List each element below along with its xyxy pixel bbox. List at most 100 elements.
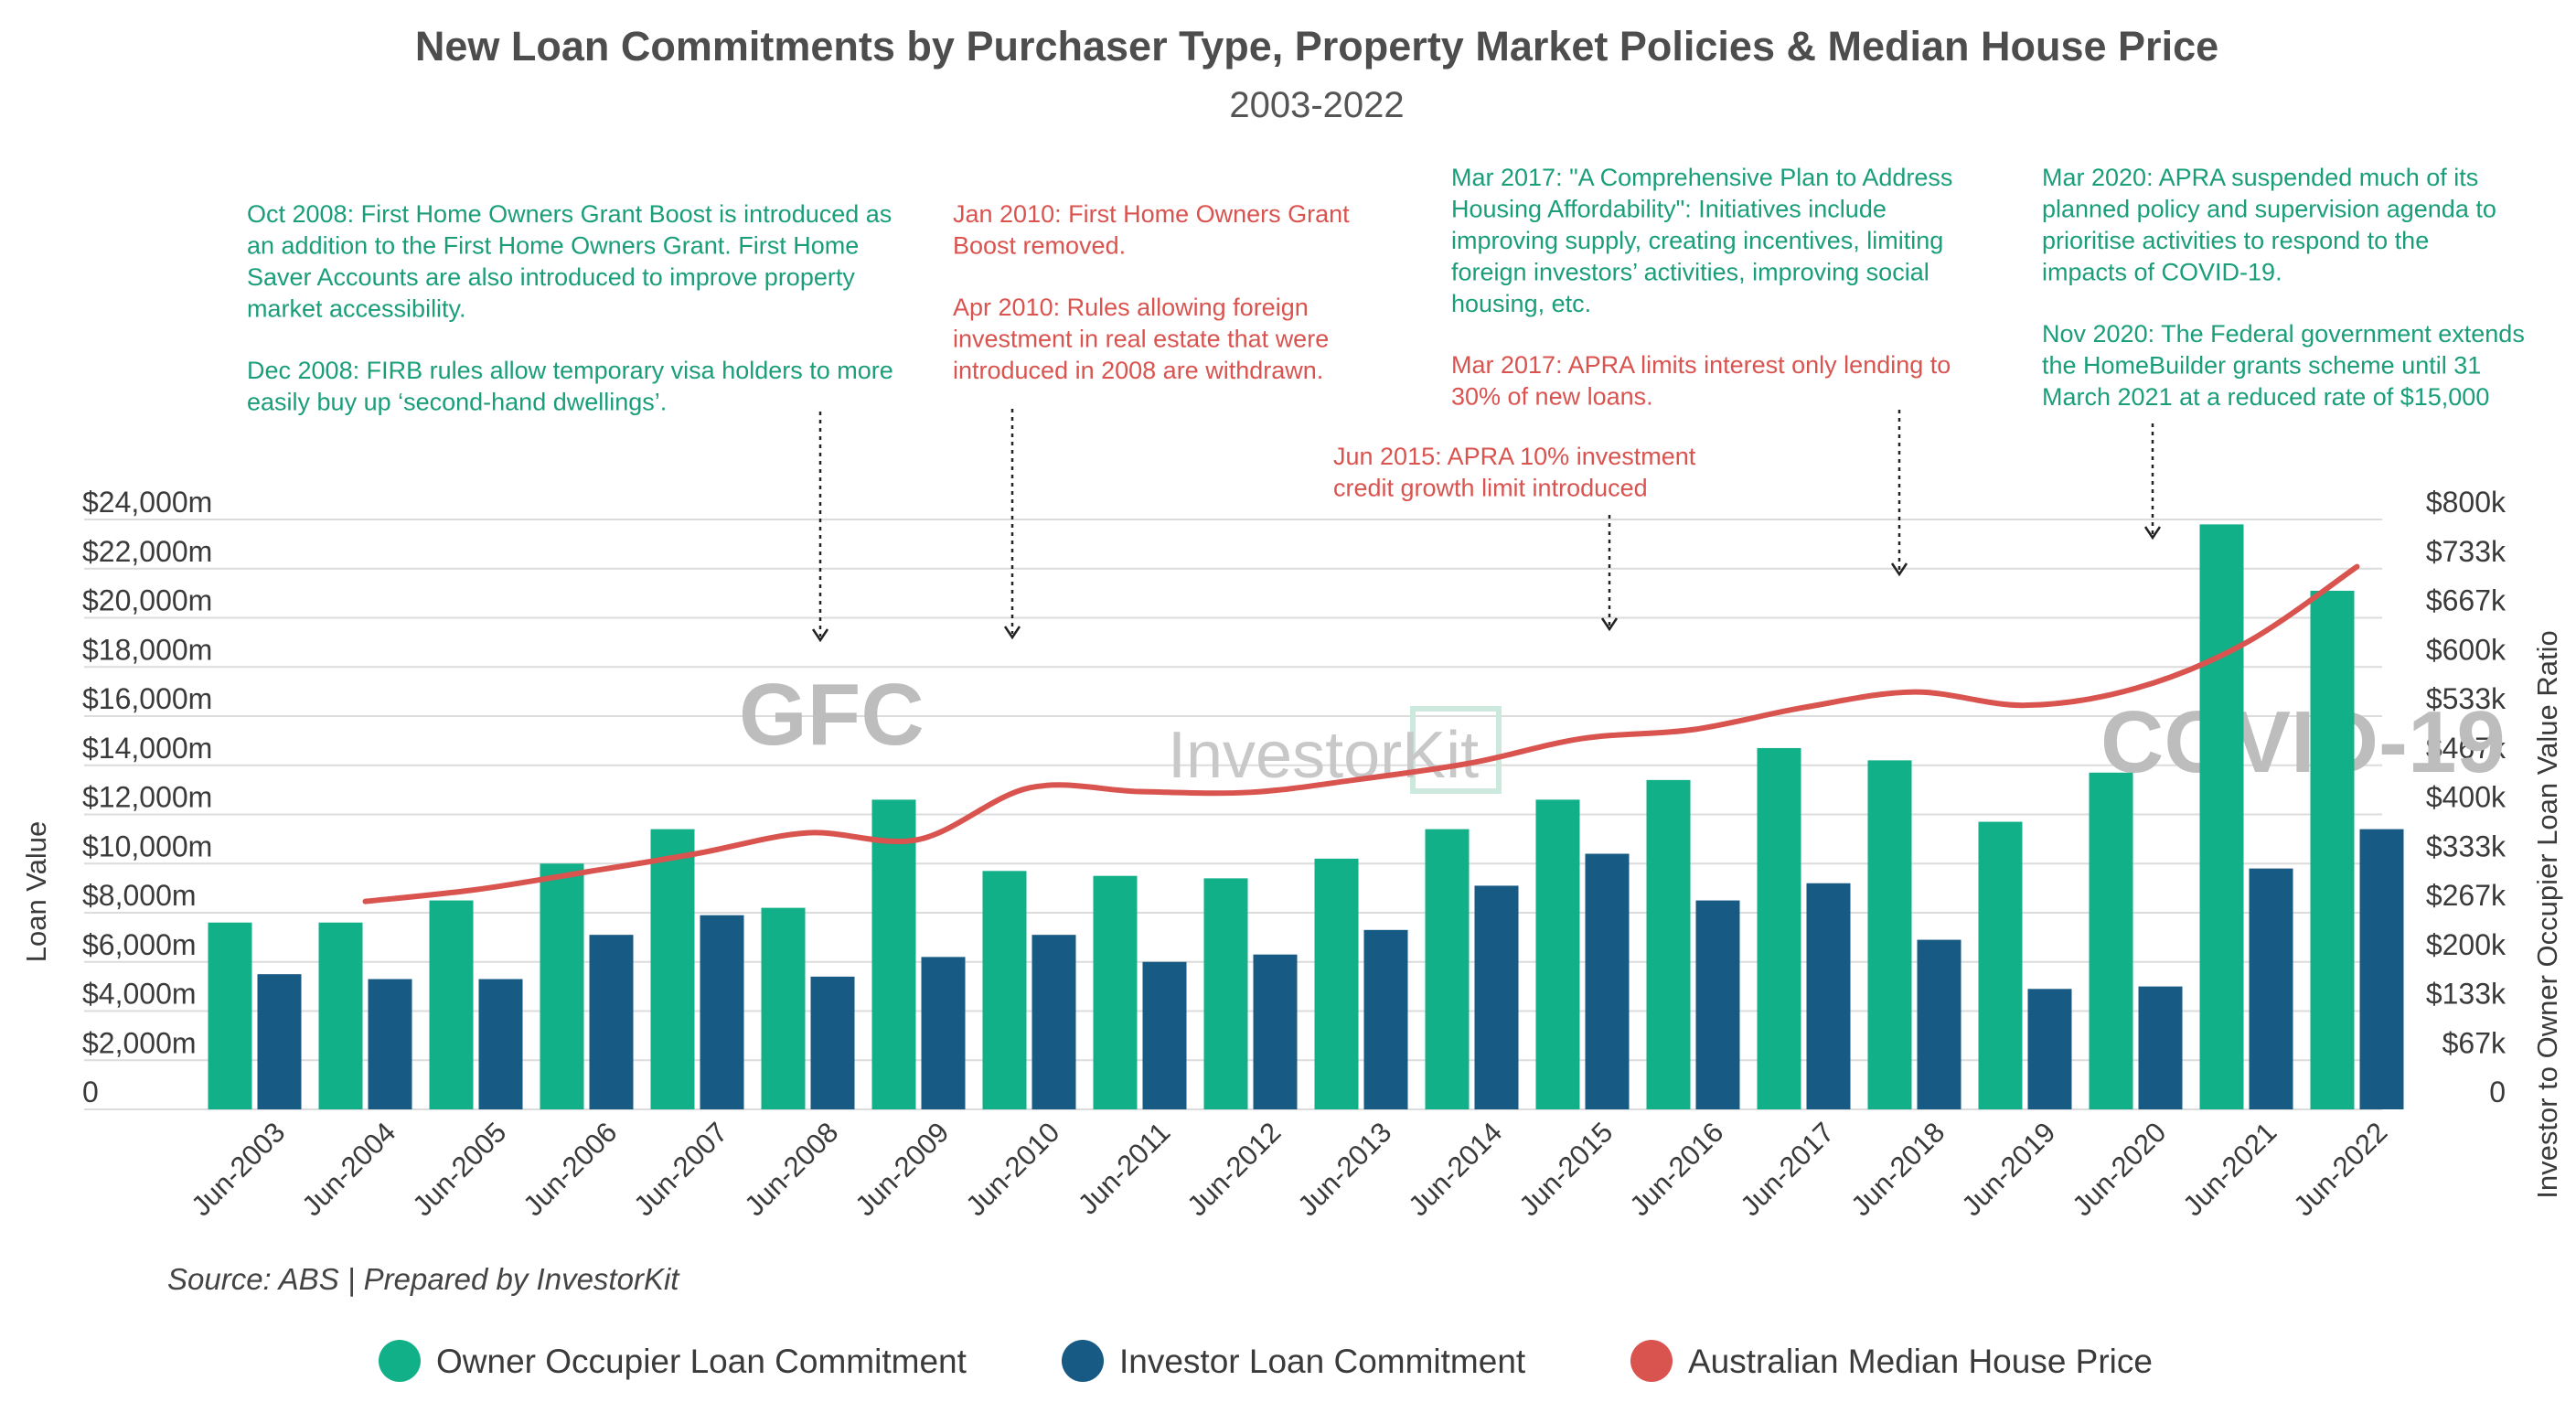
annotation-line: Housing Affordability": Initiatives incl… — [1451, 196, 1887, 223]
x-tick-label: Jun-2020 — [2066, 1116, 2172, 1222]
y-tick-label: $22,000m — [82, 535, 212, 568]
x-tick-label: Jun-2011 — [1072, 1116, 1177, 1221]
annotation-line: Jun 2015: APRA 10% investment — [1333, 443, 1696, 470]
owner-occupier-bar — [982, 871, 1027, 1109]
legend-marker-icon — [379, 1340, 421, 1382]
y-tick-label: $4,000m — [82, 978, 197, 1011]
annotation-line: the HomeBuilder grants scheme until 31 — [2042, 351, 2481, 379]
legend-marker-icon — [1630, 1340, 1673, 1382]
investor-bar — [2249, 868, 2293, 1109]
watermark-text: InvestorKit — [1168, 719, 1479, 792]
legend-label: Owner Occupier Loan Commitment — [436, 1343, 967, 1380]
owner-occupier-bar — [871, 799, 916, 1109]
y2-tick-label: $267k — [2426, 879, 2507, 912]
y2-tick-label: 0 — [2489, 1076, 2506, 1108]
investor-bar — [589, 935, 634, 1109]
owner-occupier-bar — [1203, 878, 1248, 1109]
annotation-text: Mar 2017: APRA limits interest only lend… — [1451, 351, 1951, 411]
annotation-line: market accessibility. — [247, 295, 466, 323]
investor-bar — [1917, 939, 1961, 1109]
owner-occupier-bar — [1757, 747, 1801, 1109]
annotation-line: investment in real estate that were — [953, 325, 1329, 352]
y2-tick-label: $733k — [2426, 535, 2507, 568]
x-tick-label: Jun-2006 — [517, 1116, 623, 1222]
x-tick-label: Jun-2014 — [1402, 1116, 1508, 1222]
annotation-line: foreign investors’ activities, improving… — [1451, 259, 1929, 286]
owner-occupier-bar — [1978, 821, 2023, 1109]
annotation-line: improving supply, creating incentives, l… — [1451, 227, 1943, 254]
y2-tick-label: $133k — [2426, 978, 2507, 1011]
arrow-head-icon — [1890, 562, 1908, 577]
investor-bar — [1363, 929, 1408, 1109]
owner-occupier-bar — [1867, 760, 1912, 1109]
y-tick-label: $10,000m — [82, 830, 212, 862]
y-tick-label: $18,000m — [82, 633, 212, 666]
y-tick-label: $2,000m — [82, 1026, 197, 1059]
x-tick-label: Jun-2022 — [2287, 1116, 2393, 1222]
owner-occupier-bar — [1425, 829, 1470, 1109]
owner-occupier-bar — [1535, 799, 1580, 1109]
investor-bar — [1585, 853, 1630, 1109]
investor-bar — [1474, 885, 1519, 1109]
investor-bar — [1142, 961, 1187, 1109]
x-axis-ticks: Jun-2003 Jun-2004 Jun-2005 Jun-2006 Jun-2007… — [185, 1116, 2393, 1222]
annotation-line: prioritise activities to respond to the — [2042, 227, 2429, 254]
annotation-line: Boost removed. — [953, 232, 1126, 260]
investor-bar — [2027, 989, 2072, 1109]
x-tick-label: Jun-2005 — [406, 1116, 512, 1222]
investorkit-watermark: InvestorKit — [1168, 706, 1502, 794]
owner-occupier-bar — [1646, 779, 1691, 1109]
annotation-line: easily buy up ‘second-hand dwellings’. — [247, 388, 667, 415]
investor-bar — [1806, 883, 1851, 1109]
median-price-line-path — [362, 563, 2360, 905]
annotation-line: Mar 2017: "A Comprehensive Plan to Addre… — [1451, 164, 1952, 191]
investor-bar — [700, 915, 744, 1109]
chart-title: New Loan Commitments by Purchaser Type, … — [415, 23, 2218, 70]
y-tick-label: $24,000m — [82, 486, 212, 519]
investor-bar — [2138, 986, 2183, 1109]
legend: Owner Occupier Loan Commitment Investor L… — [379, 1340, 2153, 1382]
y-axis-ticks: 0 $2,000m $4,000m $6,000m $8,000m $10,000m $12… — [82, 486, 212, 1108]
investor-bar — [478, 979, 523, 1109]
y-tick-label: 0 — [82, 1076, 99, 1108]
annotation-line: Mar 2017: APRA limits interest only lend… — [1451, 351, 1951, 379]
investor-bar — [257, 974, 302, 1109]
y2-axis-ticks: 0 $67k $133k $200k $267k $333k $400k $467k $533k… — [2426, 486, 2507, 1108]
owner-occupier-bar — [429, 900, 474, 1109]
x-tick-label: Jun-2013 — [1291, 1116, 1397, 1222]
arrow-head-icon — [1003, 626, 1021, 640]
watermark-box-icon — [1410, 706, 1502, 794]
x-tick-label: Jun-2004 — [295, 1116, 401, 1222]
bars — [208, 524, 2404, 1109]
gfc-label: GFC — [739, 666, 925, 764]
annotation-line: an addition to the First Home Owners Gra… — [247, 232, 859, 260]
annotation-line: Jan 2010: First Home Owners Grant — [953, 200, 1350, 228]
legend-marker-icon — [1062, 1340, 1104, 1382]
owner-occupier-bar — [761, 907, 806, 1109]
y-axis-label: Loan Value — [20, 821, 52, 963]
owner-occupier-bar — [2310, 590, 2355, 1109]
y2-axis-label: Investor to Owner Occupier Loan Value Ra… — [2531, 630, 2563, 1198]
source-note: Source: ABS | Prepared by InvestorKit — [167, 1262, 680, 1296]
annotation-line: Mar 2020: APRA suspended much of its — [2042, 164, 2478, 191]
y2-tick-label: $400k — [2426, 781, 2507, 814]
y2-tick-label: $600k — [2426, 633, 2507, 666]
arrow-head-icon — [811, 628, 829, 643]
investor-bar — [1695, 900, 1740, 1109]
x-tick-label: Jun-2017 — [1734, 1116, 1840, 1222]
investor-bar — [921, 957, 966, 1109]
annotation-line: Oct 2008: First Home Owners Grant Boost … — [247, 200, 892, 228]
y-tick-label: $14,000m — [82, 732, 212, 765]
x-tick-label: Jun-2018 — [1844, 1116, 1951, 1222]
x-tick-label: Jun-2010 — [959, 1116, 1065, 1222]
arrow-head-icon — [2143, 526, 2162, 541]
y-tick-label: $20,000m — [82, 584, 212, 617]
annotation-text: Oct 2008: First Home Owners Grant Boost … — [247, 200, 893, 415]
annotation-text: Mar 2020: APRA suspended much of its plan… — [2042, 164, 2525, 411]
y2-tick-label: $333k — [2426, 830, 2507, 862]
annotation-line: March 2021 at a reduced rate of $15,000 — [2042, 383, 2489, 411]
owner-occupier-bar — [650, 829, 695, 1109]
x-tick-label: Jun-2008 — [738, 1116, 844, 1222]
annotation-line: credit growth limit introduced — [1333, 475, 1648, 502]
annotation-line: Nov 2020: The Federal government extends — [2042, 320, 2525, 348]
